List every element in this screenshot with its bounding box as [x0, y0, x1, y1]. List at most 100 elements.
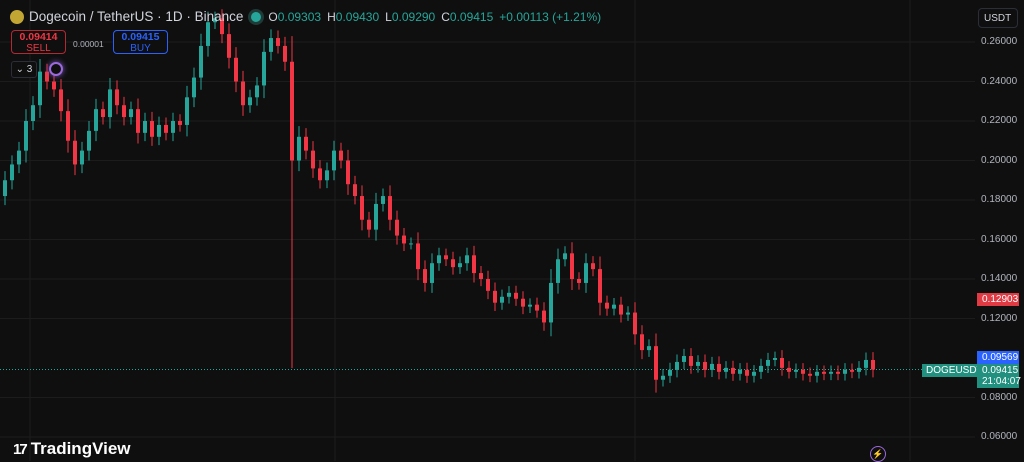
- price-tick: 0.24000: [981, 75, 1018, 87]
- candle-body: [843, 369, 847, 374]
- tradingview-logo[interactable]: 17 TradingView: [13, 439, 131, 458]
- candle-body: [108, 89, 112, 118]
- candle-body: [752, 371, 756, 376]
- candle-body: [283, 45, 287, 62]
- price-tick: 0.18000: [981, 194, 1018, 205]
- candle-body: [122, 105, 126, 118]
- candle-body: [388, 196, 392, 220]
- candle-body: [773, 358, 777, 360]
- ohlc-open: O0.09303: [268, 9, 322, 24]
- symbol-header: Dogecoin / TetherUS · 1D · Binance O0.09…: [10, 9, 601, 24]
- dogecoin-logo-icon: [10, 9, 24, 24]
- candle-body: [332, 150, 336, 171]
- bar-countdown: 21:04:07: [982, 376, 1021, 387]
- candle-body: [430, 263, 434, 283]
- candle-body: [647, 346, 651, 351]
- candle-body: [577, 279, 581, 283]
- candle-body: [325, 170, 329, 181]
- candle-body: [136, 109, 140, 133]
- candle-body: [409, 243, 413, 245]
- candle-body: [633, 312, 637, 335]
- candle-body: [346, 160, 350, 185]
- lightning-icon[interactable]: ⚡: [870, 446, 886, 462]
- candle-body: [472, 255, 476, 274]
- market-open-status-icon: [251, 11, 262, 22]
- candle-body: [871, 359, 875, 370]
- candle-body: [367, 219, 371, 230]
- candle-body: [150, 121, 154, 137]
- candle-body: [612, 304, 616, 309]
- candle-body: [528, 304, 532, 307]
- candle-body: [745, 369, 749, 376]
- candle-body: [570, 253, 574, 279]
- candle-body: [339, 150, 343, 161]
- candle-body: [73, 140, 77, 165]
- candle-body: [213, 18, 217, 23]
- candle-body: [808, 373, 812, 376]
- candle-body: [220, 18, 224, 35]
- candle-body: [290, 61, 294, 161]
- candle-body: [248, 97, 252, 106]
- candle-body: [381, 196, 385, 204]
- candle-body: [395, 219, 399, 236]
- blue-line-price-label: 0.09569: [977, 351, 1019, 364]
- candle-body: [850, 369, 854, 372]
- candle-body: [59, 89, 63, 112]
- candle-body: [787, 367, 791, 372]
- candle-body: [717, 363, 721, 372]
- candle-body: [486, 279, 490, 291]
- candle-body: [101, 109, 105, 118]
- candle-body: [206, 22, 210, 46]
- candle-body: [619, 304, 623, 315]
- candle-body: [822, 371, 826, 374]
- candle-body: [451, 259, 455, 268]
- candle-body: [514, 292, 518, 299]
- candle-body: [52, 81, 56, 90]
- candle-body: [94, 109, 98, 131]
- candle-body: [374, 203, 378, 230]
- candle-body: [479, 273, 483, 279]
- candle-body: [654, 346, 658, 380]
- candle-body: [437, 255, 441, 264]
- candle-body: [157, 124, 161, 137]
- candle-body: [129, 109, 133, 118]
- last-price-label: 0.09415 21:04:07: [977, 364, 1021, 388]
- price-tick: 0.06000: [981, 431, 1018, 442]
- candle-body: [115, 89, 119, 106]
- sell-button[interactable]: 0.09414 SELL: [11, 30, 66, 54]
- tradingview-mark-icon: 17: [13, 440, 28, 458]
- candle-body: [668, 369, 672, 376]
- candle-body: [794, 369, 798, 372]
- candle-body: [661, 375, 665, 380]
- sync-icon[interactable]: [49, 62, 63, 76]
- candle-body: [444, 255, 448, 260]
- candle-body: [255, 85, 259, 98]
- candle-body: [199, 45, 203, 78]
- candle-body: [353, 184, 357, 197]
- candle-body: [521, 298, 525, 307]
- candle-body: [24, 121, 28, 151]
- symbol-title[interactable]: Dogecoin / TetherUS · 1D · Binance: [29, 9, 244, 24]
- indicators-collapse-button[interactable]: ⌄ 3: [11, 61, 37, 78]
- candle-body: [605, 302, 609, 309]
- candle-body: [703, 361, 707, 370]
- candle-body: [549, 282, 553, 323]
- candle-body: [493, 290, 497, 303]
- buy-button[interactable]: 0.09415 BUY: [113, 30, 168, 54]
- candle-body: [164, 124, 168, 133]
- candle-body: [724, 367, 728, 372]
- price-tick: 0.14000: [981, 273, 1018, 284]
- ohlc-low: L0.09290: [385, 9, 436, 24]
- price-tick: 0.20000: [981, 154, 1018, 166]
- candle-body: [416, 243, 420, 270]
- candle-body: [675, 361, 679, 370]
- candle-body: [192, 77, 196, 98]
- candle-body: [423, 269, 427, 283]
- candle-body: [458, 263, 462, 268]
- currency-selector[interactable]: USDT: [978, 8, 1018, 28]
- candle-body: [507, 292, 511, 297]
- ohlc-close: C0.09415: [441, 9, 494, 24]
- candle-body: [584, 263, 588, 283]
- candle-body: [241, 81, 245, 106]
